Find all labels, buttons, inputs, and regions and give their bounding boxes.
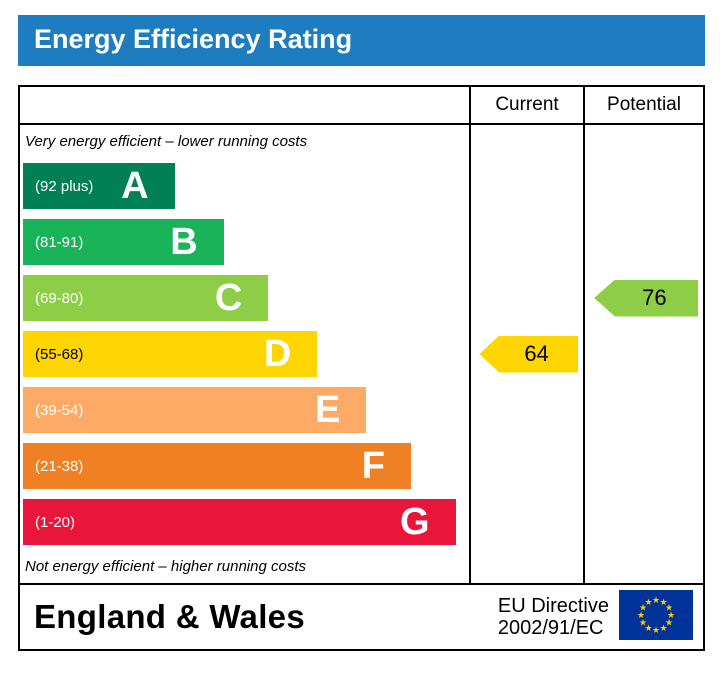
- band-letter-e: E: [315, 389, 341, 431]
- band-row-e: (39-54) E: [20, 382, 469, 438]
- band-range-e: (39-54): [35, 401, 84, 419]
- band-bar-b: (81-91) B: [23, 219, 224, 265]
- band-bar-e: (39-54) E: [23, 387, 367, 433]
- header-spacer: [20, 87, 469, 125]
- potential-column-cell: [583, 494, 703, 550]
- band-bar-f: (21-38) F: [23, 443, 412, 489]
- energy-rating-table: Current Potential Very energy efficient …: [18, 85, 705, 651]
- eu-directive-line2: 2002/91/EC: [497, 617, 604, 639]
- band-range-c: (69-80): [35, 289, 84, 307]
- current-column-cell: [469, 438, 583, 494]
- band-bar-c: (69-80) C: [23, 275, 269, 321]
- band-range-a: (92 plus): [35, 177, 94, 195]
- eu-flag-star: ★: [665, 602, 673, 612]
- band-bar-d: (55-68) D: [23, 331, 318, 377]
- top-note: Very energy efficient – lower running co…: [25, 133, 308, 150]
- eu-directive-line1: EU Directive: [497, 594, 609, 617]
- potential-column-cell: 76: [583, 270, 703, 326]
- column-header-potential: Potential: [583, 87, 703, 125]
- page-title: Energy Efficiency Rating: [34, 24, 353, 54]
- potential-column-cell: [583, 125, 703, 158]
- band-row-a: (92 plus) A: [20, 158, 469, 214]
- potential-rating-pointer: 76: [594, 279, 698, 317]
- eu-flag-star: ★: [644, 597, 652, 607]
- eu-flag-star: ★: [639, 602, 647, 612]
- band-letter-d: D: [263, 333, 292, 375]
- band-range-f: (21-38): [35, 457, 84, 475]
- band-letter-f: F: [361, 445, 386, 487]
- current-column-cell: [469, 125, 583, 158]
- band-letter-b: B: [170, 221, 198, 263]
- table-footer: England & Wales EU Directive 2002/91/EC …: [20, 583, 703, 649]
- band-range-g: (1-20): [35, 513, 76, 531]
- current-rating-pointer: 64: [479, 335, 578, 373]
- current-column-cell: [469, 214, 583, 270]
- band-row-g: (1-20) G: [20, 494, 469, 550]
- current-column-cell: [469, 550, 583, 583]
- column-header-current: Current: [469, 87, 583, 125]
- eu-flag-wrap: ★ ★ ★ ★ ★ ★ ★ ★ ★ ★ ★ ★: [619, 589, 693, 645]
- current-column-cell: [469, 382, 583, 438]
- current-column-cell: [469, 270, 583, 326]
- eu-flag-star: ★: [667, 610, 675, 620]
- eu-flag-star: ★: [644, 622, 652, 632]
- eu-flag-star: ★: [652, 625, 660, 635]
- potential-column-cell: [583, 214, 703, 270]
- rating-grid: Current Potential Very energy efficient …: [20, 87, 703, 583]
- potential-column-cell: [583, 550, 703, 583]
- bottom-note: Not energy efficient – higher running co…: [25, 558, 306, 575]
- potential-rating-value: 76: [642, 285, 667, 310]
- current-column-cell: [469, 494, 583, 550]
- band-row-d: (55-68) D: [20, 326, 469, 382]
- eu-flag-star: ★: [637, 610, 645, 620]
- band-bar-a: (92 plus) A: [23, 163, 175, 209]
- potential-column-cell: [583, 158, 703, 214]
- band-range-d: (55-68): [35, 345, 84, 363]
- eu-flag-star: ★: [652, 595, 660, 605]
- band-letter-c: C: [214, 277, 243, 319]
- epc-page: Energy Efficiency Rating Current Potenti…: [18, 15, 705, 651]
- eu-flag-star: ★: [659, 597, 667, 607]
- title-bar: Energy Efficiency Rating: [18, 15, 705, 66]
- potential-column-cell: [583, 382, 703, 438]
- region-label: England & Wales: [34, 598, 305, 635]
- potential-column-cell: [583, 326, 703, 382]
- band-range-b: (81-91): [35, 233, 84, 251]
- band-row-b: (81-91) B: [20, 214, 469, 270]
- eu-directive-label: EU Directive 2002/91/EC: [498, 595, 619, 640]
- current-column-cell: 64: [469, 326, 583, 382]
- band-bar-g: (1-20) G: [23, 499, 456, 545]
- eu-flag-star: ★: [659, 622, 667, 632]
- band-letter-a: A: [121, 165, 149, 207]
- eu-flag-star: ★: [665, 617, 673, 627]
- band-letter-g: G: [400, 501, 430, 543]
- eu-flag-star: ★: [639, 617, 647, 627]
- eu-flag-field: [619, 589, 693, 640]
- potential-column-cell: [583, 438, 703, 494]
- band-row-f: (21-38) F: [20, 438, 469, 494]
- eu-flag: ★ ★★★★★★★★★★★: [619, 589, 693, 640]
- current-column-cell: [469, 158, 583, 214]
- current-rating-value: 64: [524, 341, 549, 366]
- band-row-c: (69-80) C: [20, 270, 469, 326]
